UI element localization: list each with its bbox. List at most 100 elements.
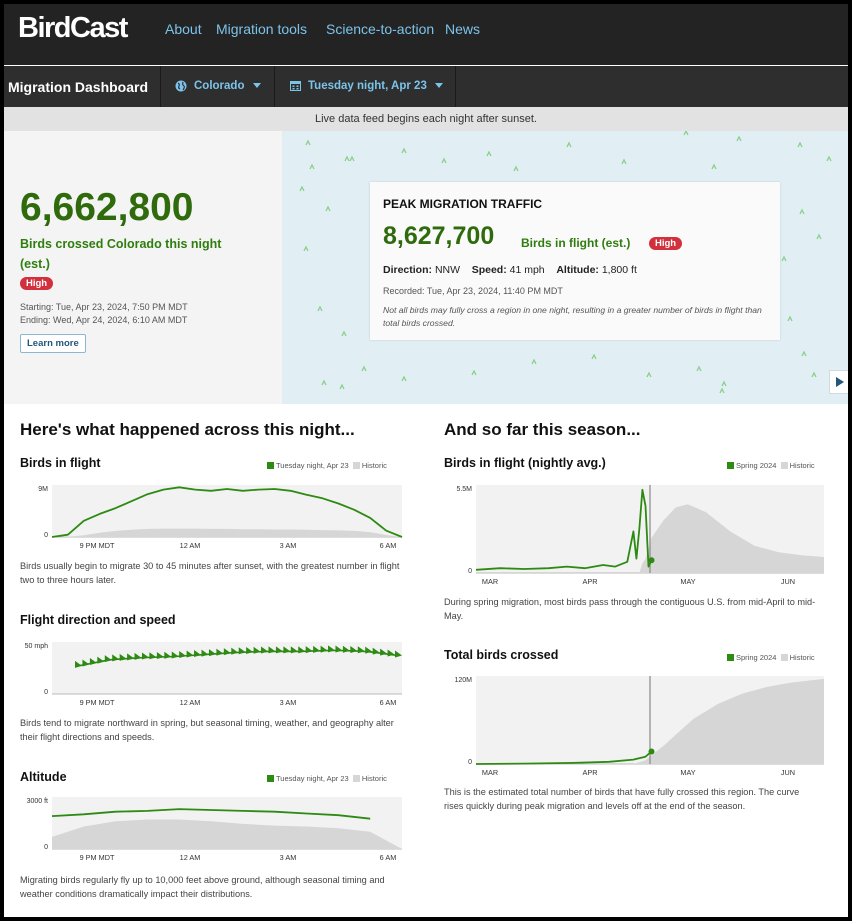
- legend-current: Spring 2024: [736, 653, 777, 662]
- direction-value: NNW: [434, 264, 461, 276]
- legend-swatch-historic: [352, 462, 360, 469]
- direction-arrow: [342, 645, 350, 653]
- altitude-value: 1,800 ft: [601, 264, 637, 276]
- direction-arrow: [75, 660, 82, 668]
- nav-science-to-action[interactable]: Science-to-action: [326, 21, 435, 37]
- play-icon: [836, 377, 844, 387]
- region-value: Colorado: [194, 80, 245, 92]
- direction-arrow: [119, 653, 127, 661]
- recorded-time: Recorded: Tue, Apr 23, 2024, 11:40 PM MD…: [383, 286, 563, 296]
- direction-arrow: [372, 647, 380, 655]
- x-tick-label: 3 AM: [280, 853, 297, 862]
- x-tick-label: 6 AM: [380, 698, 397, 707]
- night-summary: 6,662,800 Birds crossed Colorado this ni…: [4, 131, 282, 404]
- chart-title-season-flight: Birds in flight (nightly avg.): [444, 456, 606, 470]
- plot-background: [52, 485, 402, 537]
- nav-about[interactable]: About: [165, 21, 202, 37]
- legend-current: Spring 2024: [736, 461, 777, 470]
- direction-arrow: [194, 650, 202, 658]
- chart-season-flight[interactable]: 5.5M 0 MAR APR MAY JUN: [444, 479, 824, 587]
- direction-arrow: [149, 652, 157, 660]
- peak-stats: Direction: NNW Speed: 41 mph Altitude: 1…: [383, 264, 637, 276]
- night-heading: Here's what happened across this night..…: [20, 420, 355, 439]
- direction-arrow: [253, 646, 261, 654]
- direction-arrow: [127, 653, 135, 661]
- chart-title-flight-direction: Flight direction and speed: [20, 613, 176, 627]
- desc-total-crossed: This is the estimated total number of bi…: [444, 787, 800, 811]
- direction-arrow: [82, 659, 90, 667]
- direction-arrow: [216, 648, 224, 656]
- direction-arrow: [104, 655, 112, 663]
- page: BirdCast About Migration tools Science-t…: [4, 4, 848, 917]
- x-tick-label: APR: [582, 577, 597, 586]
- chart-total-crossed[interactable]: 120M 0 MAR APR MAY JUN: [444, 670, 824, 778]
- end-time: Ending: Wed, Apr 24, 2024, 6:10 AM MDT: [20, 315, 188, 325]
- chart-birds-in-flight[interactable]: 9M 0 9 PM MDT 12 AM 3 AM 6 AM: [20, 479, 414, 551]
- direction-arrow: [231, 647, 239, 655]
- direction-arrow: [164, 651, 172, 659]
- legend-historic: Historic: [361, 461, 387, 470]
- nav-migration-tools[interactable]: Migration tools: [216, 21, 308, 37]
- chart-legend: Spring 2024 Historic: [727, 653, 815, 662]
- y-tick-label: 0: [468, 759, 472, 766]
- chevron-down-icon: [435, 83, 443, 88]
- learn-more-button[interactable]: Learn more: [20, 334, 86, 353]
- x-tick-label: MAY: [680, 577, 695, 586]
- direction-arrow: [134, 652, 142, 660]
- chart-title-altitude: Altitude: [20, 770, 67, 784]
- chart-flight-direction[interactable]: 50 mph 0 9 PM MDT 12 AM 3 AM 6 AM: [20, 636, 414, 708]
- nav-news[interactable]: News: [445, 21, 481, 37]
- direction-arrow: [313, 645, 321, 653]
- legend-swatch-historic: [352, 775, 360, 782]
- direction-arrow: [305, 646, 313, 654]
- direction-arrow: [335, 645, 343, 653]
- direction-arrow: [208, 649, 216, 657]
- x-tick-label: MAY: [680, 768, 695, 777]
- y-tick-label: 0: [44, 532, 48, 539]
- intensity-badge: High: [20, 277, 54, 290]
- x-tick-label: MAR: [482, 768, 498, 777]
- legend-historic: Historic: [789, 461, 815, 470]
- direction-arrow: [223, 648, 231, 656]
- region-selector[interactable]: Colorado: [160, 66, 275, 107]
- feed-notice: Live data feed begins each night after s…: [4, 107, 848, 131]
- legend-swatch-historic: [780, 462, 788, 469]
- y-tick-label: 0: [44, 689, 48, 696]
- y-tick-label: 9M: [38, 486, 48, 493]
- direction-arrow: [350, 645, 358, 653]
- x-tick-label: 9 PM MDT: [80, 698, 115, 707]
- play-button[interactable]: [829, 370, 848, 394]
- series-current-line: [475, 488, 653, 571]
- plot-background: [52, 642, 402, 694]
- season-heading: And so far this season...: [444, 420, 641, 439]
- chart-legend: Tuesday night, Apr 23 Historic: [267, 774, 387, 783]
- speed-label: Speed:: [471, 264, 507, 276]
- legend-swatch-current: [727, 462, 734, 469]
- altitude-label: Altitude:: [556, 264, 599, 276]
- direction-arrow: [156, 652, 164, 660]
- peak-title: PEAK MIGRATION TRAFFIC: [383, 197, 543, 211]
- y-tick-label: 3000 ft: [27, 798, 48, 805]
- direction-arrow: [97, 656, 105, 664]
- direction-arrow: [268, 646, 276, 654]
- chart-altitude[interactable]: 3000 ft 0 9 PM MDT 12 AM 3 AM 6 AM: [20, 791, 414, 863]
- peak-label: Birds in flight (est.): [521, 236, 631, 250]
- direction-arrow: [328, 645, 336, 653]
- x-tick-label: 3 AM: [280, 541, 297, 550]
- legend-historic: Historic: [789, 653, 815, 662]
- date-value: Tuesday night, Apr 23: [308, 80, 427, 92]
- x-tick-label: JUN: [781, 768, 795, 777]
- x-tick-label: 9 PM MDT: [80, 541, 115, 550]
- birds-crossed-label: Birds crossed Colorado this night (est.): [20, 237, 222, 271]
- series-historic-area: [52, 528, 402, 537]
- birdcast-logo[interactable]: BirdCast: [18, 12, 128, 44]
- direction-arrow: [112, 654, 120, 662]
- direction-arrow: [298, 646, 306, 654]
- direction-arrow: [261, 646, 269, 654]
- date-selector[interactable]: Tuesday night, Apr 23: [274, 66, 456, 107]
- series-historic-area: [52, 819, 402, 849]
- series-current-line: [51, 808, 371, 820]
- chart-legend: Tuesday night, Apr 23 Historic: [267, 461, 387, 470]
- direction-arrow: [186, 650, 194, 658]
- x-tick-label: 6 AM: [380, 853, 397, 862]
